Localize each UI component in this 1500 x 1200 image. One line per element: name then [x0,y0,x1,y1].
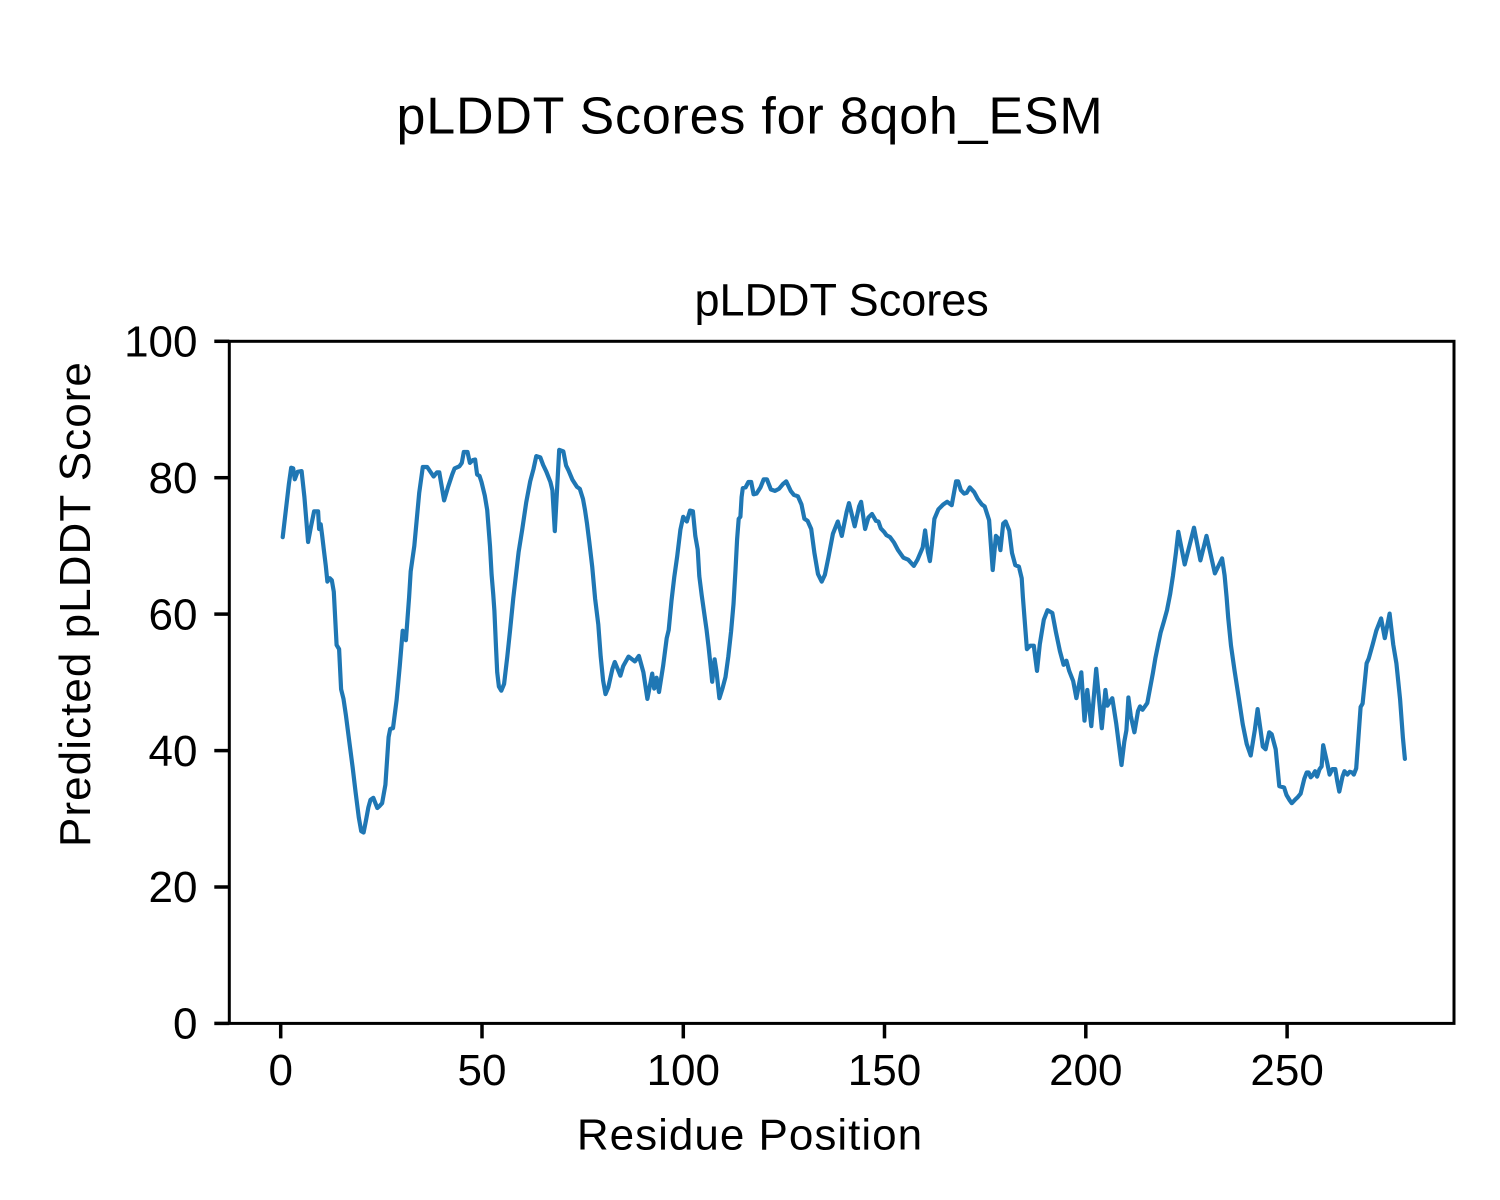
svg-text:0: 0 [173,1000,197,1049]
svg-text:pLDDT Scores: pLDDT Scores [694,275,988,326]
svg-text:100: 100 [124,318,197,367]
svg-text:40: 40 [149,727,198,776]
svg-text:250: 250 [1250,1046,1323,1095]
svg-text:100: 100 [647,1046,720,1095]
svg-text:20: 20 [149,863,198,912]
svg-text:200: 200 [1049,1046,1122,1095]
svg-text:60: 60 [149,590,198,639]
svg-text:Residue Position: Residue Position [577,1111,923,1160]
svg-text:Predicted pLDDT Score: Predicted pLDDT Score [51,361,100,847]
svg-text:50: 50 [458,1046,507,1095]
svg-text:80: 80 [149,454,198,503]
svg-text:0: 0 [268,1046,292,1095]
svg-text:150: 150 [848,1046,921,1095]
svg-text:pLDDT Scores for 8qoh_ESM: pLDDT Scores for 8qoh_ESM [397,87,1104,145]
